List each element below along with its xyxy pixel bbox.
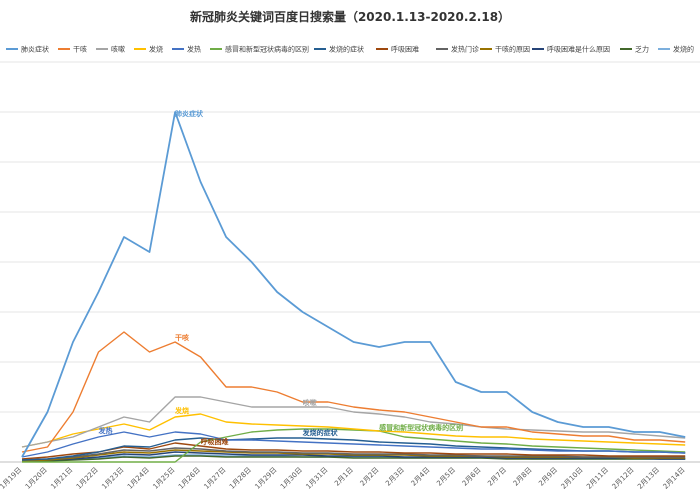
series-label: 肺炎症状: [175, 109, 204, 118]
series-line: [21, 111, 686, 458]
series-label: 干咳: [175, 333, 189, 342]
legend-label: 发烧的症状: [329, 45, 364, 54]
legend-label: 干咳: [73, 45, 87, 54]
series-line: [21, 331, 686, 453]
legend-label: 呼吸困难: [391, 45, 419, 54]
legend-label: 发热: [187, 45, 201, 54]
series-label: 发热: [98, 426, 113, 435]
series-line: [21, 447, 686, 461]
legend-label: 咳嗽: [111, 45, 125, 54]
series-line: [21, 442, 686, 460]
series-label: 感冒和新型冠状病毒的区别: [379, 423, 463, 432]
series-line: [21, 413, 686, 448]
legend-label: 感冒和新型冠状病毒的区别: [225, 45, 309, 54]
series-label: 发烧的症状: [302, 428, 339, 437]
legend-label: 发烧的: [673, 45, 694, 54]
legend-label: 呼吸困难是什么原因: [547, 45, 610, 54]
series-label: 咳嗽: [303, 398, 317, 407]
series-line: [21, 396, 686, 448]
chart-title: 新冠肺炎关键词百度日搜索量（2020.1.13-2020.2.18）: [190, 9, 510, 24]
series-line: [21, 451, 686, 462]
legend-label: 发烧: [149, 45, 163, 54]
series-label: 发烧: [174, 406, 189, 415]
legend-label: 乏力: [635, 45, 649, 54]
series-line: [22, 428, 686, 463]
series-line: [21, 431, 686, 458]
legend: 肺炎症状 干咳 咳嗽 发烧 发热 感冒和新型冠状病毒的区别 发烧的症状 呼吸困难 发热门诊 干咳的…: [6, 45, 694, 54]
plot-area: [21, 111, 686, 463]
legend-label: 干咳的原因: [495, 45, 530, 54]
series-label: 呼吸困难: [201, 437, 229, 446]
legend-label: 肺炎症状: [21, 45, 49, 54]
series-line: [22, 455, 686, 462]
legend-label: 发热门诊: [451, 45, 479, 54]
